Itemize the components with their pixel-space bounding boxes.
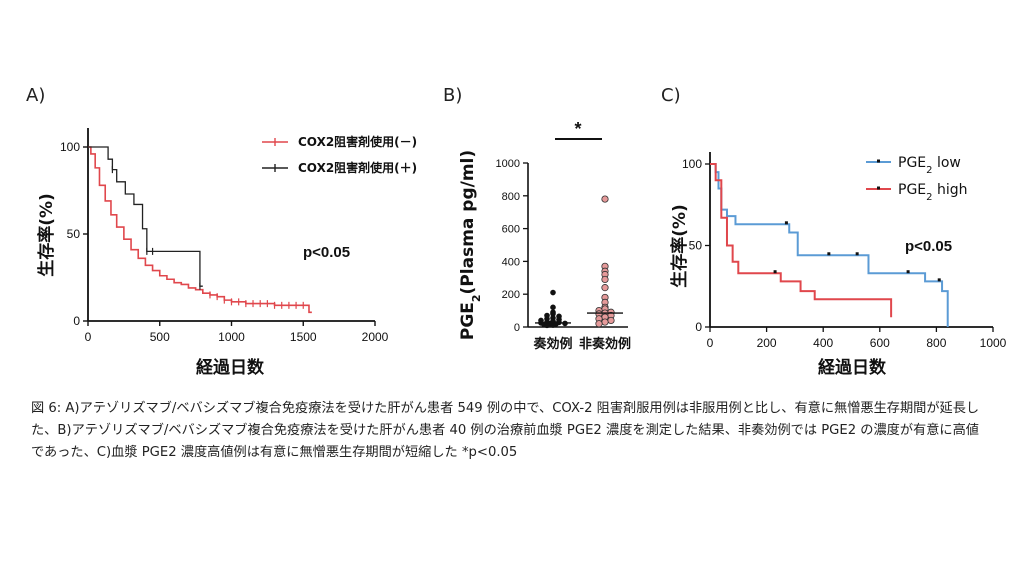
figure-caption: 図 6: A)アテゾリズマブ/ベバシズマブ複合免疫療法を受けた肝がん患者 549…: [31, 401, 980, 460]
panel-c-y-tick-label: 100: [682, 157, 702, 171]
panel-b: B) 0 200 400 600 800 1000 奏効例 非奏効例 PGE2(Plasma …: [443, 85, 631, 352]
panel-a-y-tick-label: 100: [60, 140, 80, 154]
panel-c-label: C): [661, 85, 681, 106]
panel-a-x-tick-label: 0: [85, 330, 92, 344]
legend-label-pge2-high: PGE2 high: [898, 182, 968, 203]
panel-a: A) 0 500 1000 1500 2000 0 50 100 経過日数 生存率(%) p<…: [26, 85, 417, 378]
panel-c-series-line-1: [710, 163, 949, 327]
panel-b-y-tick-label: 200: [502, 289, 520, 301]
panel-b-data-point: [550, 322, 556, 328]
panel-c-y-tick-label: 0: [695, 320, 702, 334]
panel-b-category-label: 奏効例: [532, 336, 572, 352]
panel-b-data-point: [550, 304, 556, 311]
panel-c-x-tick-label: 600: [870, 336, 890, 350]
panel-c-censor-mark: [784, 221, 788, 225]
panel-c-plot-area: 0 200 400 600 800 1000 0 50 100: [682, 152, 1007, 350]
panel-a-y-tick-label: 50: [67, 227, 81, 241]
panel-b-data-point: [607, 316, 615, 325]
panel-a-ylabel: 生存率(%): [36, 193, 57, 277]
panel-b-plot-area: 0 200 400 600 800 1000 奏効例 非奏効例: [496, 158, 631, 352]
panel-b-y-tick-label: 0: [514, 322, 520, 334]
panel-a-xlabel: 経過日数: [196, 357, 265, 378]
panel-a-x-tick-label: 500: [150, 330, 170, 344]
panel-c-censor-mark: [937, 278, 941, 282]
legend-censor-pge2-low: [877, 159, 880, 163]
panel-a-label: A): [26, 85, 45, 106]
panel-b-y-tick-label: 800: [502, 191, 520, 203]
panel-b-significance-star: *: [574, 119, 581, 139]
panel-a-pvalue: p<0.05: [303, 244, 350, 261]
panel-b-data-point: [601, 275, 609, 284]
panel-c-x-tick-label: 0: [707, 336, 714, 350]
legend-label-cox2-plus: COX2阻害剤使用(＋): [298, 160, 417, 175]
legend-label-pge2-low: PGE2 low: [898, 155, 961, 176]
panel-b-y-tick-label: 1000: [496, 158, 520, 170]
panel-c-y-tick-label: 50: [689, 239, 703, 253]
panel-b-data-point: [601, 284, 609, 292]
panel-c-censor-mark: [855, 252, 859, 256]
panel-b-data-point: [601, 195, 609, 203]
panel-c-censor-mark: [906, 270, 910, 274]
panel-c-xlabel: 経過日数: [818, 357, 887, 378]
panel-a-x-tick-label: 2000: [362, 330, 389, 344]
panel-c-censor-mark: [773, 270, 777, 274]
panel-a-plot-area: 0 500 1000 1500 2000 0 50 100: [60, 128, 389, 344]
panel-c-x-tick-label: 200: [757, 336, 777, 350]
panel-c-series-line-2: [710, 163, 893, 318]
panel-b-data-point: [595, 320, 603, 328]
panel-b-data-point: [601, 318, 609, 326]
panel-b-label: B): [443, 85, 462, 106]
panel-c-x-tick-label: 1000: [980, 336, 1007, 350]
panel-c: C) 0 200 400 600 800 1000 0 50 100 経過日数 生存率(%) p…: [661, 85, 1007, 378]
panel-c-legend: PGE2 low PGE2 high: [866, 155, 968, 203]
panel-c-censor-mark: [827, 252, 831, 256]
panel-a-series-line-2: [88, 146, 203, 287]
panel-a-x-tick-label: 1000: [218, 330, 245, 344]
panel-b-data-point: [550, 311, 556, 317]
panel-b-data-point: [544, 322, 550, 329]
panel-b-y-tick-label: 400: [502, 256, 520, 268]
panel-c-ylabel: 生存率(%): [669, 204, 690, 288]
panel-a-y-tick-label: 0: [73, 314, 80, 328]
panel-b-category-label: 非奏効例: [579, 336, 631, 352]
panel-b-data-point: [550, 289, 556, 296]
panel-c-x-tick-label: 800: [926, 336, 946, 350]
panel-c-x-tick-label: 400: [813, 336, 833, 350]
legend-label-cox2-minus: COX2阻害剤使用(－): [298, 134, 417, 149]
panel-a-legend: COX2阻害剤使用(－) COX2阻害剤使用(＋): [262, 134, 417, 175]
panel-b-y-tick-label: 600: [502, 224, 520, 236]
panel-a-x-tick-label: 1500: [290, 330, 317, 344]
panel-c-pvalue: p<0.05: [905, 238, 952, 255]
legend-censor-pge2-high: [877, 186, 880, 190]
panel-b-ylabel: PGE2(Plasma pg/ml): [458, 150, 483, 340]
